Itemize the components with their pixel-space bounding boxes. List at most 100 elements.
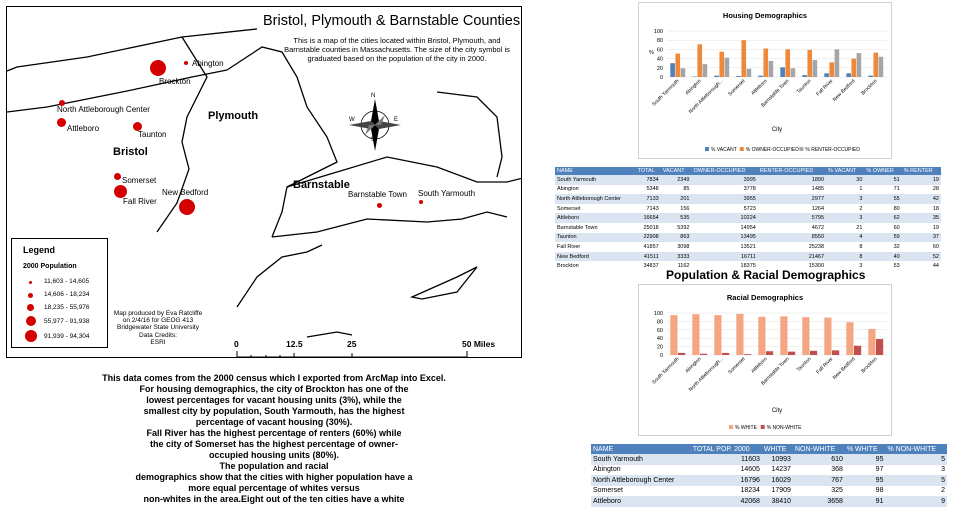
bar — [744, 354, 752, 355]
racial-chart-title: Racial Demographics — [726, 293, 804, 302]
bar — [724, 57, 730, 77]
table-cell: 97 — [844, 464, 886, 475]
x-axis-label: City — [772, 127, 782, 133]
table-cell: 59 — [864, 232, 902, 243]
bar — [714, 75, 719, 77]
x-tick-label: Attleboro — [750, 356, 769, 375]
city-label-north-attleborough: North Attleborough Center — [57, 105, 150, 114]
table-cell: 85 — [660, 184, 692, 195]
table-cell: 5 — [885, 454, 947, 465]
x-tick-label: Attleboro — [750, 78, 769, 97]
table-cell: 368 — [792, 464, 845, 475]
table-cell: 2977 — [757, 194, 827, 204]
bar — [868, 75, 873, 77]
bar — [702, 64, 708, 77]
table-cell: New Bedford — [555, 251, 636, 262]
map-title: Bristol, Plymouth & Barnstable Counties — [263, 13, 521, 29]
table-cell: 1485 — [757, 184, 827, 195]
y-tick-label: 100 — [654, 311, 663, 317]
y-tick-label: 0 — [660, 353, 663, 359]
housing-table-header: % RENTER — [901, 167, 941, 175]
legend-title: Legend — [23, 245, 56, 255]
table-cell: Somerset — [555, 203, 636, 214]
race-table-header: WHITE — [761, 444, 793, 454]
legend-item-2: 14,606 - 18,234 — [44, 291, 90, 298]
city-label-taunton: Taunton — [138, 130, 167, 139]
table-cell: South Yarmouth — [591, 454, 691, 465]
table-cell: 40 — [864, 251, 902, 262]
housing-table-header: TOTAL — [635, 167, 661, 175]
table-cell: 156 — [660, 203, 692, 214]
x-tick-label: New Bedford — [832, 356, 857, 381]
table-cell: Barnstable Town — [555, 222, 636, 233]
table-row: North Attleborough Center 7133 201 3955 2977… — [555, 194, 941, 204]
x-tick-label: Fall River — [815, 78, 834, 97]
table-row: Fall River 41857 3098 13521 25238 8 32 60 — [555, 242, 941, 252]
city-label-brockton: Brockton — [159, 77, 191, 86]
table-cell: 52 — [901, 251, 941, 262]
table-row: Barnstable Town 25018 5392 14954 4672 21 60 19 — [555, 222, 941, 233]
race-table-header: % NON-WHITE — [885, 444, 947, 454]
table-row: Brockton 34837 1162 18375 15300 3 53 44 — [555, 261, 941, 271]
scale-label-50: 50 Miles — [462, 339, 496, 349]
housing-table-header: RENTER-OCCUPIED — [757, 167, 827, 175]
city-dot-new-bedford — [179, 199, 195, 215]
x-tick-label: Taunton — [796, 78, 813, 95]
table-cell: 19 — [901, 222, 941, 233]
table-row: South Yarmouth 11603 10993 610 95 5 — [591, 454, 947, 465]
table-cell: 22908 — [635, 232, 661, 243]
table-cell: 21 — [826, 222, 865, 233]
legend-entry: % OWNER-OCCUPIED — [746, 147, 799, 153]
table-cell: 41857 — [635, 242, 661, 252]
bar — [846, 322, 854, 355]
city-dot-brockton — [150, 60, 166, 76]
bar — [878, 56, 884, 77]
bar — [741, 40, 747, 77]
table-cell: 16029 — [761, 475, 793, 486]
table-cell: 18234 — [690, 485, 762, 496]
table-cell: North Attleborough Center — [591, 475, 691, 486]
table-cell: 2349 — [660, 175, 692, 185]
legend-symbol-3 — [27, 304, 34, 311]
table-cell: 3 — [826, 213, 865, 223]
bar — [780, 67, 785, 77]
table-cell: 1890 — [757, 175, 827, 185]
table-cell: 37 — [901, 232, 941, 243]
table-cell: 1264 — [757, 203, 827, 214]
housing-table: NAME TOTAL VACANT OWNER-OCCUPIED RENTER-OCCU… — [555, 167, 941, 271]
table-cell: 42068 — [690, 496, 762, 507]
table-cell: Attleboro — [591, 496, 691, 507]
legend-subtitle: 2000 Population — [23, 263, 77, 270]
bar — [736, 313, 744, 355]
map-credit: Map produced by Eva Ratcliffe on 2/4/16 … — [113, 310, 203, 346]
table-cell: 25018 — [635, 222, 661, 233]
bar — [810, 350, 818, 355]
table-cell: 8550 — [757, 232, 827, 243]
table-cell: 2 — [885, 485, 947, 496]
table-row: South Yarmouth 7834 2349 3995 1890 30 51 19 — [555, 175, 941, 185]
table-cell: 610 — [792, 454, 845, 465]
city-dot-attleboro — [57, 118, 66, 127]
bar — [873, 52, 879, 77]
y-tick-label: 0 — [660, 75, 663, 81]
bar — [790, 68, 796, 77]
bar — [851, 58, 857, 77]
compass-rose-icon — [349, 99, 401, 151]
table-row: Taunton 22908 863 13495 8550 4 59 37 — [555, 232, 941, 243]
table-cell: 25238 — [757, 242, 827, 252]
bar — [824, 73, 829, 77]
table-cell: 10224 — [691, 213, 758, 223]
table-cell: 14605 — [690, 464, 762, 475]
table-cell: 95 — [844, 454, 886, 465]
bar — [697, 44, 703, 77]
table-cell: 5348 — [635, 184, 661, 195]
table-cell: 16711 — [691, 251, 758, 262]
table-row: Attleboro 42068 38410 3658 91 9 — [591, 496, 947, 507]
city-label-new-bedford: New Bedford — [162, 188, 209, 197]
bar — [670, 63, 675, 77]
y-tick-label: 100 — [654, 29, 663, 35]
table-cell: 325 — [792, 485, 845, 496]
table-cell: 2 — [826, 203, 865, 214]
county-plymouth: Plymouth — [208, 110, 259, 122]
county-bristol: Bristol — [113, 146, 148, 158]
